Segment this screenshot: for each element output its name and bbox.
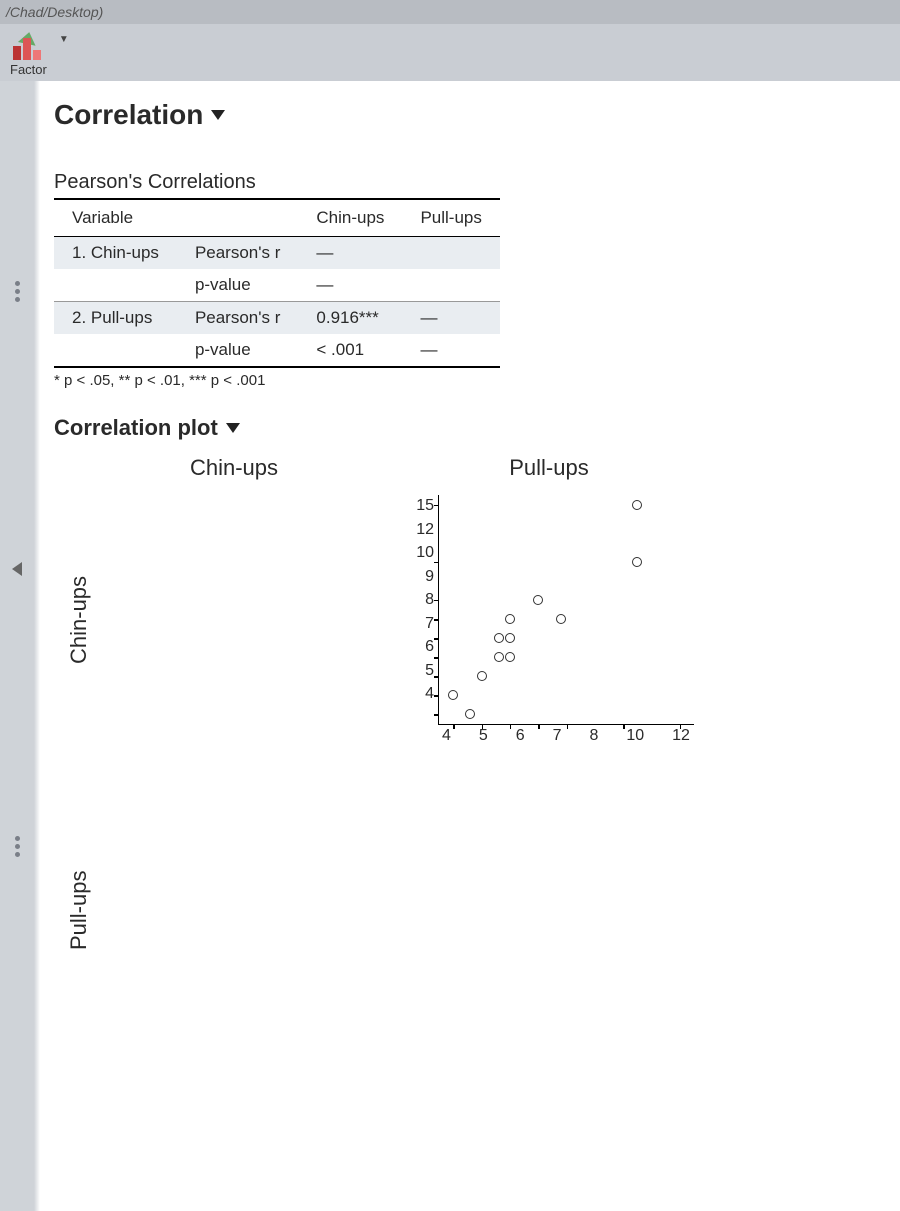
chevron-down-icon[interactable]: ▼ <box>59 34 69 45</box>
plot-row-chinups: Chin-ups <box>54 495 104 745</box>
toolbar: Factor ▼ <box>0 24 900 81</box>
plot-row-pullups: Pull-ups <box>54 785 104 1035</box>
table-row: p-value — <box>54 269 500 302</box>
stat-r: Pearson's r <box>177 302 298 335</box>
window-path: /Chad/Desktop) <box>6 4 103 20</box>
stat-p: p-value <box>177 269 298 302</box>
plot-col-pullups: Pull-ups <box>404 455 694 495</box>
table-row: 1. Chin-ups Pearson's r — <box>54 237 500 270</box>
cell-dash: — <box>402 334 499 367</box>
col-variable: Variable <box>54 199 177 237</box>
subsection-title: Correlation plot <box>54 415 218 441</box>
factor-analysis-button[interactable]: Factor <box>4 30 53 79</box>
plot-col-chinups: Chin-ups <box>104 455 364 495</box>
drag-handle-icon[interactable] <box>15 281 20 302</box>
stat-p: p-value <box>177 334 298 367</box>
plot-cell-empty <box>404 785 694 1035</box>
scatter-point <box>632 500 642 510</box>
scatter-point <box>505 633 515 643</box>
table-footnote: * p < .05, ** p < .01, *** p < .001 <box>54 372 870 389</box>
pearson-table-title: Pearson's Correlations <box>54 171 870 194</box>
scatter-plot: 151210987654 456781012 <box>404 495 694 745</box>
scatter-point <box>477 671 487 681</box>
chevron-down-icon <box>211 110 225 120</box>
cell-dash: — <box>402 302 499 335</box>
row2-label: 2. Pull-ups <box>54 302 177 335</box>
table-header-row: Variable Chin-ups Pull-ups <box>54 199 500 237</box>
table-row: 2. Pull-ups Pearson's r 0.916*** — <box>54 302 500 335</box>
plot-cell-empty <box>104 785 364 1035</box>
scatter-point <box>505 652 515 662</box>
scatter-point <box>632 557 642 567</box>
scatter-point <box>494 633 504 643</box>
section-title: Correlation <box>54 99 203 131</box>
row1-label: 1. Chin-ups <box>54 237 177 270</box>
chevron-down-icon <box>226 423 240 433</box>
scatter-point <box>505 614 515 624</box>
correlation-plot-matrix: Chin-ups Pull-ups Chin-ups 151210987654 … <box>54 455 870 1035</box>
pearson-table: Variable Chin-ups Pull-ups 1. Chin-ups P… <box>54 198 500 368</box>
left-gutter <box>0 81 34 1211</box>
plot-cell-empty <box>104 495 364 745</box>
scatter-point <box>556 614 566 624</box>
results-panel: Correlation Pearson's Correlations Varia… <box>34 81 900 1211</box>
cell-dash: — <box>298 269 402 302</box>
col-pullups: Pull-ups <box>402 199 499 237</box>
table-row: p-value < .001 — <box>54 334 500 367</box>
cell-dash: — <box>298 237 402 270</box>
x-axis: 456781012 <box>404 725 694 745</box>
cell-r: 0.916*** <box>298 302 402 335</box>
scatter-point <box>465 709 475 719</box>
drag-handle-icon[interactable] <box>15 836 20 857</box>
factor-icon <box>11 32 45 62</box>
scatter-point <box>494 652 504 662</box>
scatter-point <box>448 690 458 700</box>
scatter-point <box>533 595 543 605</box>
shadow <box>34 81 40 1211</box>
cell-p: < .001 <box>298 334 402 367</box>
window-titlebar: /Chad/Desktop) <box>0 0 900 24</box>
collapse-left-icon[interactable] <box>12 562 22 576</box>
stat-r: Pearson's r <box>177 237 298 270</box>
plot-area <box>438 495 694 725</box>
col-chinups: Chin-ups <box>298 199 402 237</box>
y-axis: 151210987654 <box>404 495 438 725</box>
section-correlation[interactable]: Correlation <box>54 99 870 131</box>
section-correlation-plot[interactable]: Correlation plot <box>54 415 870 441</box>
factor-label: Factor <box>10 62 47 77</box>
